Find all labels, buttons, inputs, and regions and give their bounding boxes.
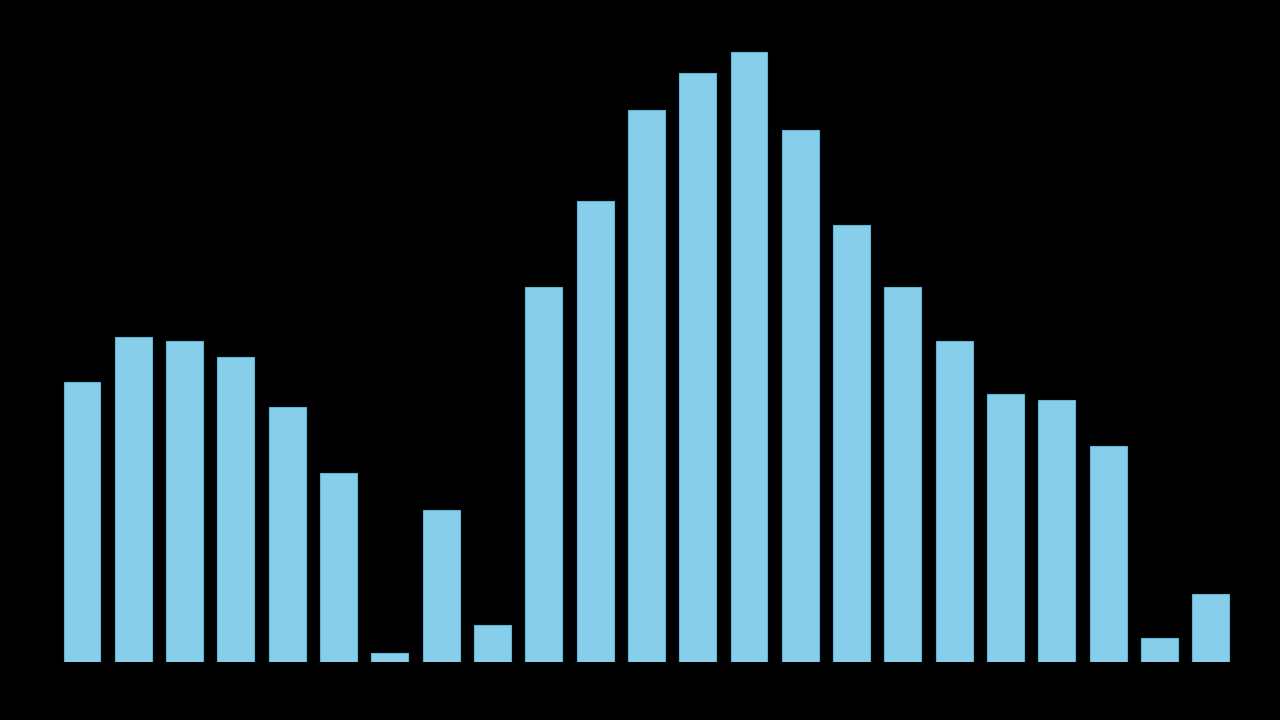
- Bar: [1038, 400, 1075, 662]
- Bar: [884, 287, 922, 662]
- Bar: [269, 407, 306, 662]
- Bar: [987, 395, 1024, 662]
- Bar: [1140, 638, 1178, 662]
- Bar: [680, 73, 717, 662]
- Bar: [731, 52, 768, 662]
- Bar: [576, 201, 613, 662]
- Bar: [166, 341, 204, 662]
- Bar: [833, 225, 870, 662]
- Bar: [1089, 446, 1126, 662]
- Bar: [64, 382, 100, 662]
- Bar: [1193, 594, 1229, 662]
- Bar: [782, 130, 819, 662]
- Bar: [628, 110, 664, 662]
- Bar: [371, 652, 408, 662]
- Bar: [320, 473, 357, 662]
- Bar: [525, 287, 562, 662]
- Bar: [218, 357, 255, 662]
- Bar: [115, 337, 152, 662]
- Bar: [422, 510, 460, 662]
- Bar: [936, 341, 973, 662]
- Bar: [474, 625, 511, 662]
